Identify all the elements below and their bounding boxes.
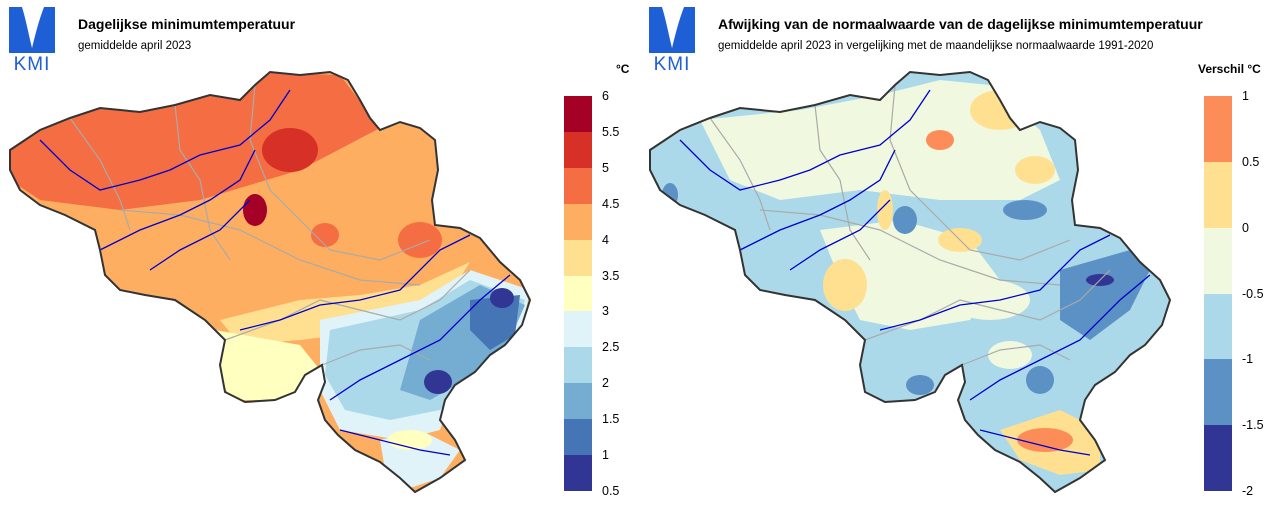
legend-swatch xyxy=(1204,293,1232,360)
legend-swatch xyxy=(1204,359,1232,426)
legend-swatch xyxy=(564,96,592,132)
legend-swatch xyxy=(564,383,592,420)
legend-tick-label: -1 xyxy=(1242,352,1254,367)
belgium-map xyxy=(649,71,1171,493)
legend-tick-label: -0.5 xyxy=(1242,286,1264,301)
legend-tick-label: -2 xyxy=(1242,484,1254,498)
legend-tick-label: 6 xyxy=(602,89,609,103)
map-subtitle: gemiddelde april 2023 in vergelijking me… xyxy=(718,40,1154,52)
map-title: Afwijking van de normaalwaarde van de da… xyxy=(718,16,1203,32)
legend-tick-label: 1 xyxy=(1242,89,1249,103)
min-temperature-anomaly-panel: KMI Afwijking van de normaalwaarde van d… xyxy=(640,0,1280,507)
river-lines xyxy=(39,89,511,456)
legend-unit: Verschil °C xyxy=(1198,62,1261,76)
color-legend xyxy=(564,96,592,492)
legend-tick-label: 5.5 xyxy=(602,124,620,139)
legend-swatch xyxy=(1204,161,1232,228)
logo-text: KMI xyxy=(653,54,691,75)
river-lines xyxy=(679,89,1151,456)
legend-tick-label: 4.5 xyxy=(602,196,620,211)
legend-tick-label: 1.5 xyxy=(602,412,620,427)
color-legend xyxy=(1204,96,1232,492)
legend-swatch xyxy=(564,239,592,276)
map-subtitle: gemiddelde april 2023 xyxy=(78,40,192,52)
kmi-logo: KMI xyxy=(646,4,698,75)
legend-swatch xyxy=(564,311,592,348)
legend-swatch xyxy=(1204,227,1232,294)
legend-tick-label: 0 xyxy=(1242,220,1249,235)
legend-tick-label: 2 xyxy=(602,376,609,391)
min-temperature-panel: KMI Dagelijkse minimumtemperatuur gemidd… xyxy=(6,4,630,498)
legend-swatch xyxy=(564,131,592,168)
kmi-logo: KMI xyxy=(6,4,58,75)
legend-tick-label: 2.5 xyxy=(602,340,620,355)
legend-swatch xyxy=(564,419,592,456)
legend-tick-label: 0.5 xyxy=(1242,154,1260,169)
legend-swatch xyxy=(564,275,592,312)
legend-swatch xyxy=(564,167,592,204)
legend-tick-label: 3 xyxy=(602,304,609,319)
logo-text: KMI xyxy=(13,54,51,75)
legend-swatch xyxy=(1204,425,1232,492)
legend-tick-label: 5 xyxy=(602,160,609,175)
legend-unit: °C xyxy=(616,62,630,76)
legend-swatch xyxy=(564,203,592,240)
legend-swatch xyxy=(564,455,592,492)
kmi-logo-icon xyxy=(649,7,695,53)
legend-tick-label: 3.5 xyxy=(602,268,620,283)
map-title: Dagelijkse minimumtemperatuur xyxy=(78,16,296,32)
legend-swatch xyxy=(1204,96,1232,162)
legend-tick-label: 0.5 xyxy=(602,484,620,498)
belgium-map xyxy=(9,71,531,493)
legend-tick-label: -1.5 xyxy=(1242,418,1264,433)
legend-swatch xyxy=(564,347,592,384)
legend-tick-label: 4 xyxy=(602,232,609,247)
legend-tick-label: 1 xyxy=(602,448,609,463)
kmi-logo-icon xyxy=(9,7,55,53)
